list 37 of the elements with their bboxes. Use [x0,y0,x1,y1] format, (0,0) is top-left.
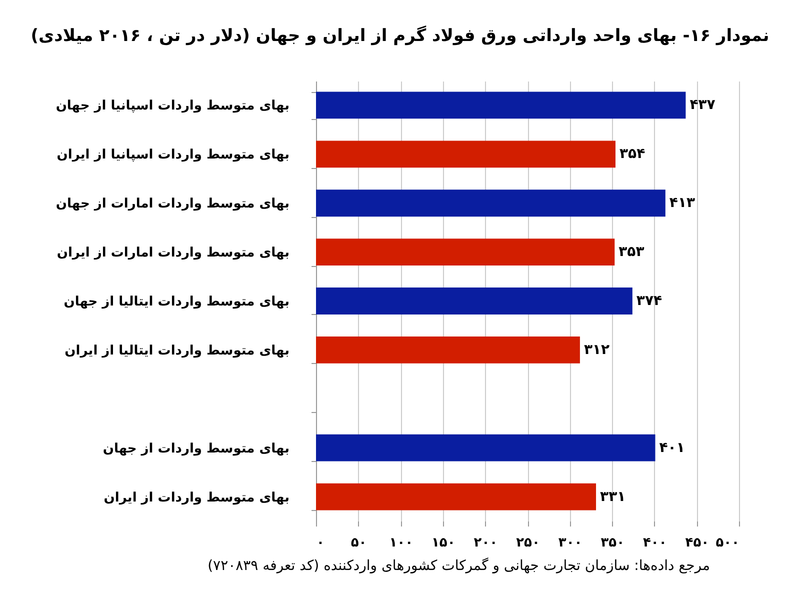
chart-title: نمودار ۱۶- بهای واحد وارداتی ورق فولاد گرم از ایران و جهان (دلار در تن ، ۲۰۱۶ میلادی) [30,26,770,46]
data-label: ۳۳۱ [600,488,626,505]
x-tick-label: ۱۰۰ [389,536,414,550]
x-tick-label: ۳۰۰ [558,536,582,550]
bar [316,288,632,314]
data-label: ۴۳۷ [690,97,716,114]
data-label: ۳۵۳ [618,244,645,260]
x-tick-label: ۱۵۰ [431,536,456,550]
y-tick-label: بهای متوسط واردات اسپانیا از ایران [56,148,290,163]
data-label: ۳۷۴ [636,293,662,309]
data-label: ۳۵۴ [619,146,646,162]
text: مرجع داده‌ها: سازمان تجارت جهانی و گمرکات کشورهای واردکننده (کد تعرفه ۷۲۰۸۳۹) [206,558,710,574]
x-tick-label: ۴۵۰ [685,536,710,550]
y-tick-label: بهای متوسط واردات از ایران [104,490,290,506]
x-tick-label: ۵۰۰ [716,536,740,550]
x-tick-label: ۲۵۰ [516,536,540,550]
y-tick-label: بهای متوسط واردات ایتالیا از ایران [64,343,290,358]
data-label: ۴۰۱ [659,440,685,456]
y-tick-label: بهای متوسط واردات اسپانیا از جهان [56,98,290,114]
x-tick-label: ۴۰۰ [642,536,667,550]
y-tick-label: بهای متوسط واردات امارات از جهان [56,196,290,212]
bar [316,434,656,462]
bar [316,238,615,266]
x-tick-label: ۵۰ [350,536,367,550]
y-tick-label: بهای متوسط واردات ایتالیا از جهان [64,294,290,310]
bar [316,190,666,217]
data-label: ۳۱۲ [584,342,610,358]
bar [316,336,580,364]
y-tick-label: بهای متوسط واردات امارات از ایران [56,246,290,261]
y-tick-label: بهای متوسط واردات از جهان [102,441,290,456]
bar [316,92,686,119]
bar [316,483,596,510]
x-tick-label: ۳۵۰ [600,536,625,550]
x-tick-label: ۲۰۰ [474,536,498,550]
data-label: ۴۱۳ [669,195,696,212]
x-tick-label: ۰ [316,536,324,550]
bar [316,140,616,168]
